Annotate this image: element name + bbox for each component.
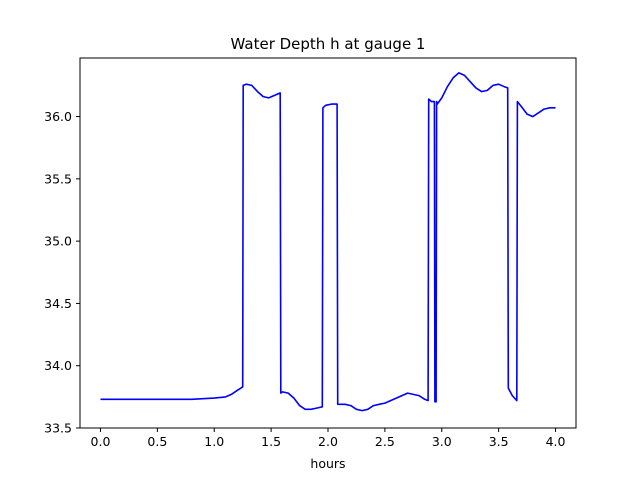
x-tick-label: 1.0 bbox=[204, 434, 224, 449]
x-axis-title: hours bbox=[310, 456, 345, 471]
y-tick-label: 34.0 bbox=[44, 358, 72, 373]
x-tick-label: 3.0 bbox=[432, 434, 452, 449]
x-axis: 0.0 0.5 1.0 1.5 2.0 2.5 3.0 3.5 4.0 bbox=[91, 428, 566, 449]
x-tick-label: 2.5 bbox=[375, 434, 395, 449]
x-tick-label: 0.0 bbox=[91, 434, 111, 449]
x-tick-label: 2.0 bbox=[318, 434, 338, 449]
y-axis: 33.5 34.0 34.5 35.0 35.5 36.0 bbox=[44, 109, 80, 436]
y-tick-label: 33.5 bbox=[44, 421, 72, 436]
series-line bbox=[100, 72, 556, 412]
x-tick-label: 4.0 bbox=[546, 434, 566, 449]
y-tick-label: 35.5 bbox=[44, 171, 72, 186]
y-tick-label: 35.0 bbox=[44, 234, 72, 249]
series-layer bbox=[100, 72, 556, 412]
y-tick-label: 36.0 bbox=[44, 109, 72, 124]
x-tick-label: 1.5 bbox=[261, 434, 281, 449]
chart-title: Water Depth h at gauge 1 bbox=[231, 35, 426, 53]
x-tick-label: 3.5 bbox=[489, 434, 509, 449]
y-tick-label: 34.5 bbox=[44, 296, 72, 311]
x-tick-label: 0.5 bbox=[147, 434, 167, 449]
